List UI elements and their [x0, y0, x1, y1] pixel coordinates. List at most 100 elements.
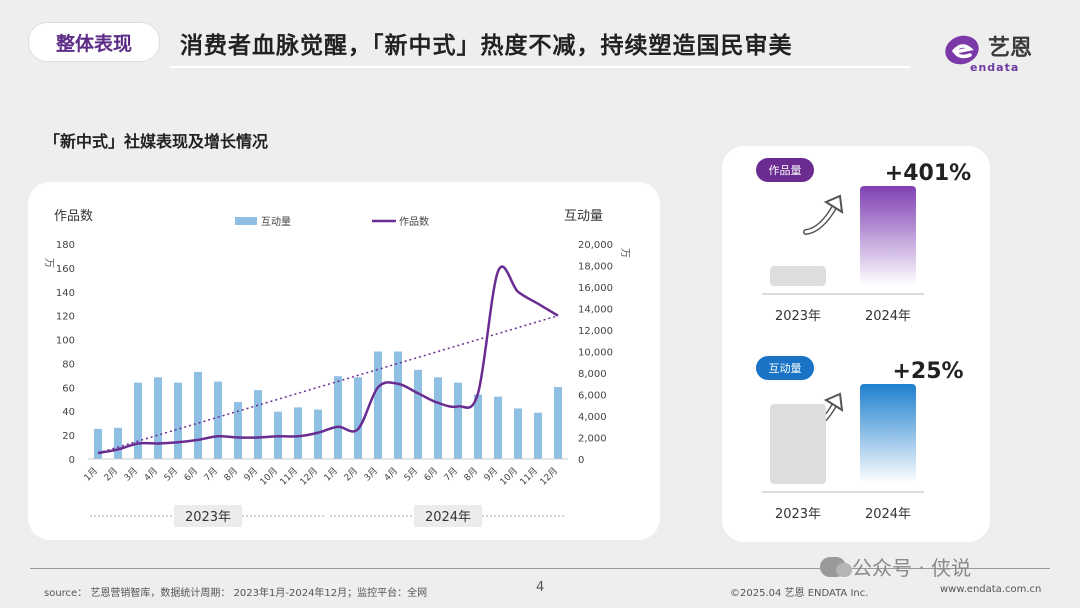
growth-arrow-icon-0	[803, 201, 839, 235]
left-axis-title: 作品数	[54, 209, 93, 224]
trend-line	[97, 314, 559, 454]
right-tick-label: 20,000	[578, 240, 613, 251]
left-tick-label: 60	[62, 383, 75, 394]
x-tick-label-5: 6月	[182, 465, 200, 483]
growth-badge-1	[756, 356, 814, 380]
legend-label-bar: 互动量	[261, 216, 291, 228]
growth-arrow-inner-0	[804, 202, 838, 234]
x-tick-label-19: 8月	[462, 465, 480, 483]
right-tick-label: 16,000	[578, 283, 613, 294]
bar-19	[474, 394, 482, 459]
left-tick-label: 100	[56, 336, 75, 347]
section-tag: 整体表现	[28, 22, 160, 62]
x-tick-label-4: 5月	[162, 465, 180, 483]
x-tick-label-3: 4月	[142, 465, 160, 483]
growth-badge-label-0: 作品量	[769, 164, 802, 177]
bar-5	[194, 371, 202, 459]
bar-16	[414, 369, 422, 459]
bar-1	[114, 427, 122, 459]
logo-text: 艺恩	[988, 36, 1033, 61]
right-axis-unit: 万	[619, 248, 630, 258]
x-tick-label-9: 10月	[258, 465, 280, 487]
bar-15	[394, 351, 402, 459]
right-tick-label: 12,000	[578, 326, 613, 337]
x-tick-label-16: 5月	[402, 465, 420, 483]
bar-7	[234, 402, 242, 459]
growth-category-1-0: 2023年	[775, 507, 821, 522]
x-tick-label-15: 4月	[382, 465, 400, 483]
growth-bar-1-0	[770, 404, 826, 484]
right-tick-label: 2,000	[578, 434, 607, 445]
bar-2	[134, 382, 142, 459]
source-note: source： 艺恩营销智库，数据统计周期： 2023年1月-2024年12月；…	[44, 588, 428, 599]
growth-card: 作品量 +401% 2023年 2024年 互动量 +25% 2023年 2024年	[722, 146, 990, 542]
watermark: 公众号 · 侠说	[820, 552, 971, 581]
website: www.endata.com.cn	[940, 584, 1042, 595]
left-tick-label: 180	[56, 240, 75, 251]
bar-13	[354, 377, 362, 459]
growth-badge-label-1: 互动量	[769, 362, 802, 375]
growth-bar-1-1	[860, 384, 916, 484]
copyright: ©2025.04 艺恩 ENDATA Inc.	[730, 588, 869, 599]
title-underline	[170, 66, 910, 68]
bar-3	[154, 377, 162, 459]
right-tick-label: 14,000	[578, 305, 613, 316]
bar-21	[514, 408, 522, 459]
bar-6	[214, 381, 222, 459]
wechat-icon	[820, 556, 852, 577]
bar-10	[294, 407, 302, 459]
right-tick-label: 0	[578, 455, 584, 466]
endata-logo	[945, 35, 979, 65]
x-tick-label-18: 7月	[442, 465, 460, 483]
growth-arrow-head-0	[823, 194, 844, 214]
x-tick-label-17: 6月	[422, 465, 440, 483]
year-group-box-0	[174, 505, 242, 527]
x-tick-label-8: 9月	[242, 465, 260, 483]
x-tick-label-1: 2月	[102, 465, 120, 483]
bar-18	[454, 382, 462, 459]
x-tick-label-13: 2月	[342, 465, 360, 483]
legend-label-line: 作品数	[399, 215, 429, 228]
x-tick-label-10: 11月	[278, 465, 300, 487]
left-tick-label: 140	[56, 288, 75, 299]
bar-12	[334, 376, 342, 459]
left-tick-label: 40	[62, 407, 75, 418]
x-tick-label-12: 1月	[322, 465, 340, 483]
growth-bar-0-0	[770, 266, 826, 286]
year-group-box-1	[414, 505, 482, 527]
line-series-works	[97, 265, 559, 455]
left-tick-label: 0	[69, 455, 75, 466]
bar-17	[434, 377, 442, 459]
growth-arrow-head-1	[823, 392, 844, 412]
growth-bar-0-1	[860, 186, 916, 286]
bar-4	[174, 382, 182, 459]
x-tick-label-7: 8月	[222, 465, 240, 483]
page-title: 消费者血脉觉醒，「新中式」热度不减，持续塑造国民审美	[180, 33, 793, 59]
growth-badge-0	[756, 158, 814, 182]
right-tick-label: 10,000	[578, 348, 613, 359]
bar-8	[254, 390, 262, 459]
growth-category-0-1: 2024年	[865, 309, 911, 324]
right-axis-title: 互动量	[564, 209, 603, 224]
growth-value-1: +25%	[892, 359, 963, 384]
bar-0	[94, 428, 102, 459]
right-tick-label: 4,000	[578, 412, 607, 423]
x-tick-label-0: 1月	[82, 465, 100, 483]
chart-section-title: 「新中式」社媒表现及增长情况	[44, 132, 269, 151]
bar-20	[494, 396, 502, 459]
x-tick-label-14: 3月	[362, 465, 380, 483]
left-tick-label: 20	[62, 431, 75, 442]
bar-11	[314, 409, 322, 459]
right-tick-label: 18,000	[578, 262, 613, 273]
watermark-text: 公众号 · 侠说	[852, 556, 972, 580]
x-tick-label-6: 7月	[202, 465, 220, 483]
bar-14	[374, 351, 382, 459]
bar-23	[554, 386, 562, 459]
x-tick-label-2: 3月	[122, 465, 140, 483]
growth-value-0: +401%	[885, 161, 971, 186]
logo-subtext: endata	[970, 61, 1020, 74]
left-tick-label: 160	[56, 264, 75, 275]
x-tick-label-23: 12月	[538, 465, 560, 487]
